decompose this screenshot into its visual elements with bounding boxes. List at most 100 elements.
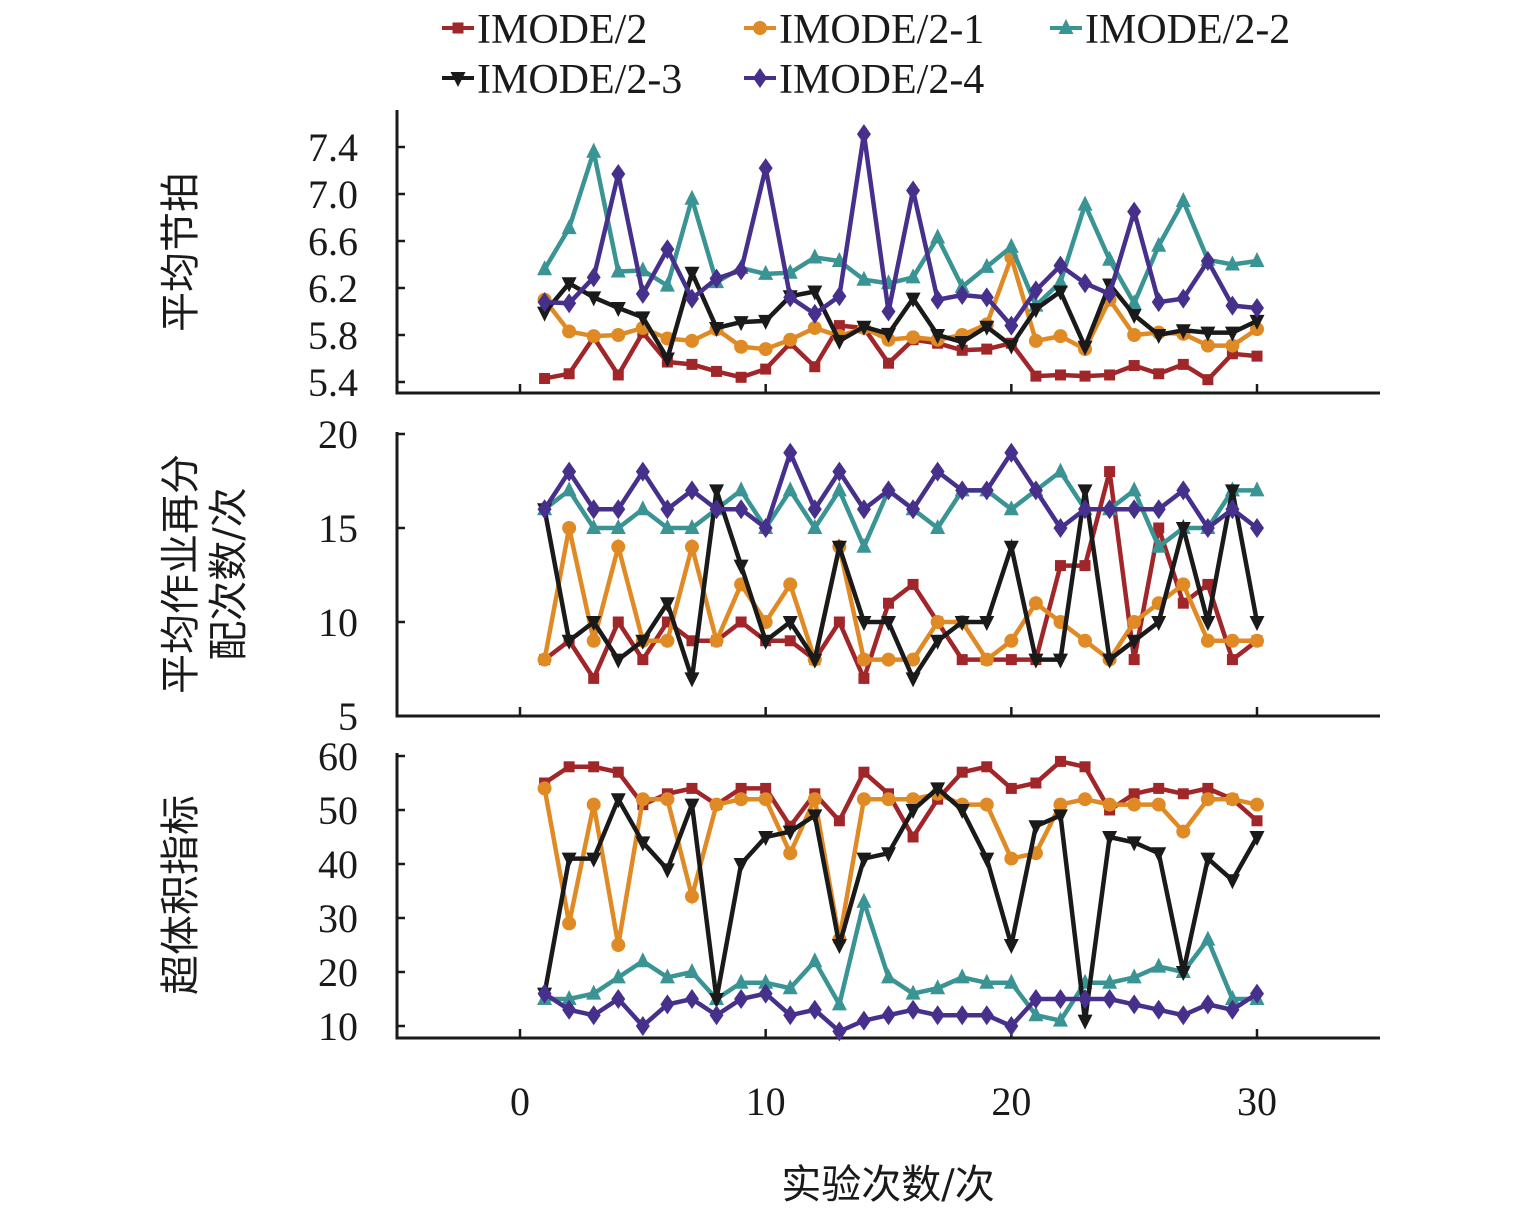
data-point	[979, 287, 994, 308]
y-axis-title: 超体积指标	[158, 795, 204, 995]
data-point	[1177, 788, 1189, 800]
data-point	[856, 616, 872, 631]
x-axis: 0 10 20 30	[510, 1079, 1277, 1124]
data-point	[1053, 989, 1068, 1009]
data-point	[537, 260, 553, 276]
data-point	[709, 321, 725, 337]
data-point	[760, 782, 772, 794]
x-tick-label: 30	[1237, 1079, 1277, 1124]
data-point	[1175, 324, 1191, 340]
data-point	[831, 939, 847, 954]
data-point	[1151, 537, 1167, 553]
data-point	[760, 363, 772, 375]
data-point	[684, 672, 700, 688]
data-point	[1177, 358, 1189, 370]
data-point	[659, 352, 675, 368]
data-point	[1079, 761, 1091, 773]
data-point	[588, 761, 600, 773]
data-point	[659, 597, 675, 613]
data-point	[979, 652, 994, 667]
data-point	[1126, 481, 1142, 497]
data-point	[1028, 480, 1043, 501]
data-point	[586, 291, 602, 307]
data-point	[1077, 195, 1093, 211]
data-point	[586, 519, 602, 534]
data-point	[1128, 360, 1140, 372]
legend-entry: IMODE/2-4	[744, 57, 984, 103]
data-point	[809, 361, 821, 373]
data-point	[1052, 462, 1068, 478]
data-point	[1078, 792, 1093, 807]
data-point	[1102, 283, 1117, 304]
data-point	[930, 519, 946, 534]
data-point	[586, 142, 602, 158]
data-point	[930, 228, 946, 244]
data-point	[612, 766, 624, 778]
data-point	[1003, 500, 1019, 516]
data-point	[611, 328, 626, 342]
data-point	[1003, 339, 1019, 355]
data-point	[659, 519, 675, 534]
data-point	[1004, 851, 1019, 866]
y-tick-label: 5.4	[308, 360, 358, 405]
data-point	[586, 616, 602, 631]
data-point	[1028, 303, 1044, 319]
data-point	[783, 442, 798, 463]
data-point	[686, 782, 698, 794]
data-point	[1251, 815, 1263, 827]
data-point	[1053, 329, 1068, 344]
data-point	[1225, 338, 1240, 353]
y-axis-title: 平均节拍	[158, 172, 204, 332]
data-point	[1224, 326, 1240, 342]
data-point	[709, 1005, 724, 1026]
data-point	[930, 461, 945, 482]
data-point	[807, 499, 822, 520]
data-point	[832, 286, 847, 307]
data-point	[734, 499, 749, 520]
data-point	[561, 990, 577, 1005]
data-point	[782, 979, 798, 995]
data-point	[1003, 939, 1019, 954]
data-point	[881, 652, 896, 667]
data-point	[783, 332, 798, 347]
data-point	[1102, 250, 1118, 266]
data-point	[858, 672, 870, 684]
data-point	[1176, 1005, 1191, 1026]
data-point	[831, 995, 847, 1011]
data-point	[1054, 369, 1066, 381]
data-point	[979, 973, 995, 989]
data-point	[1104, 369, 1116, 381]
data-point	[1225, 999, 1240, 1020]
data-point	[905, 984, 921, 1000]
data-point	[539, 372, 551, 384]
data-point	[1127, 499, 1142, 520]
y-tick-label: 5.8	[308, 313, 358, 358]
data-point	[1126, 968, 1142, 984]
data-point	[1224, 874, 1240, 890]
data-point	[783, 1005, 798, 1026]
data-point	[883, 357, 894, 369]
data-point	[1004, 1016, 1019, 1036]
legend-label: IMODE/2-1	[779, 7, 984, 53]
data-point	[930, 289, 945, 310]
data-point	[881, 792, 896, 807]
data-point	[831, 540, 847, 556]
data-point	[562, 293, 577, 314]
panel-1: 5.45.86.26.67.07.4 平均节拍	[158, 110, 1380, 405]
data-point	[758, 973, 774, 989]
data-point	[733, 559, 749, 575]
data-point	[635, 836, 651, 852]
data-point	[1202, 374, 1214, 386]
data-point	[684, 266, 700, 282]
data-point	[612, 369, 624, 381]
data-point	[635, 311, 651, 327]
data-point	[1127, 201, 1142, 222]
data-point	[883, 597, 894, 609]
data-point	[635, 283, 650, 304]
data-point	[1176, 288, 1191, 309]
data-point	[807, 248, 823, 264]
data-point	[1078, 989, 1093, 1009]
data-point	[1079, 560, 1091, 572]
data-point	[1200, 994, 1215, 1015]
data-point	[979, 1005, 994, 1026]
